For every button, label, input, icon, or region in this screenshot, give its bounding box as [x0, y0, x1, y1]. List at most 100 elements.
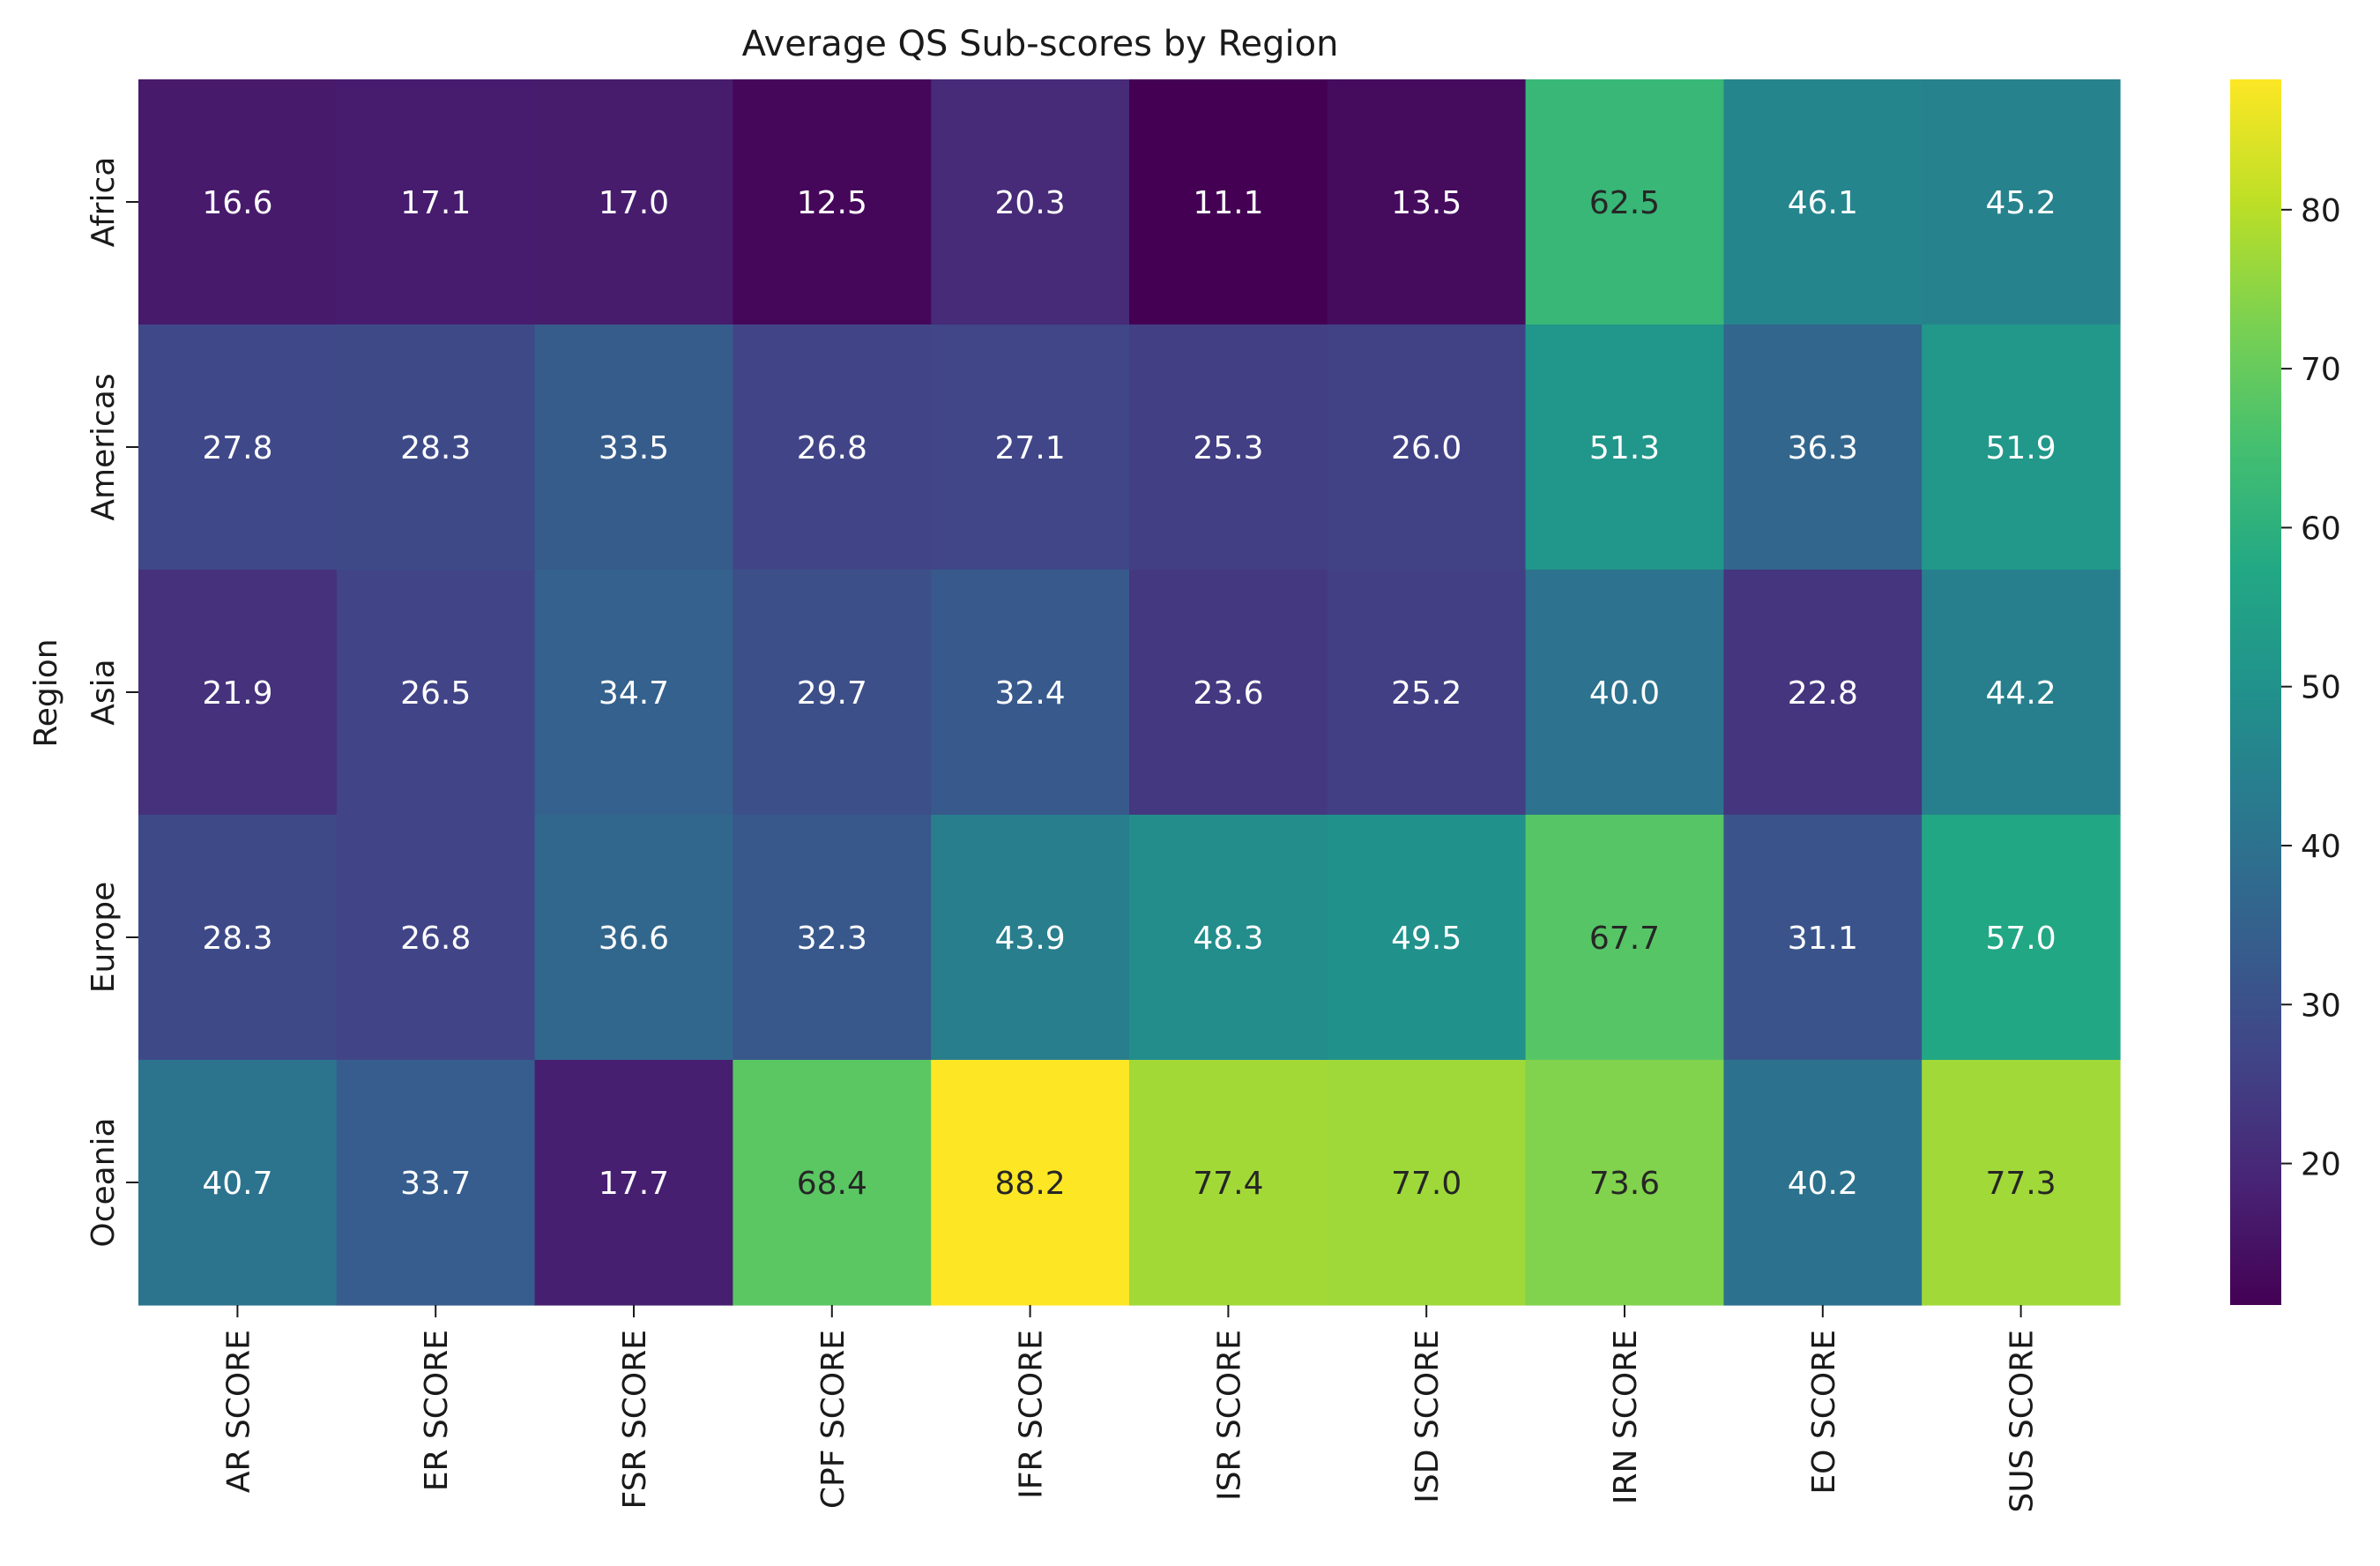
x-tick-label: IFR SCORE [1014, 1330, 1050, 1499]
cell-value-label: 28.3 [400, 430, 471, 466]
cell-value-label: 22.8 [1788, 675, 1858, 712]
cell-value-label: 44.2 [1986, 675, 2056, 712]
heatmap-cell-americas-ifr-score [931, 324, 1130, 570]
y-tick-label: Americas [86, 373, 122, 520]
colorbar: 20 30 40 50 60 70 80 [2230, 79, 2341, 1305]
cell-value-label: 88.2 [995, 1166, 1066, 1202]
heatmap-cell-oceania-isd-score [1327, 1060, 1527, 1306]
x-axis: AR SCORE ER SCORE FSR SCORE CPF SCORE IFR SC… [220, 1305, 2041, 1513]
cell-value-label: 77.4 [1193, 1166, 1263, 1202]
colorbar-gradient [2230, 79, 2281, 1305]
heatmap-cell-europe-ar-score [138, 815, 338, 1061]
heatmap-cell-europe-cpf-score [733, 815, 932, 1061]
x-tick-label: SUS SCORE [2004, 1330, 2041, 1513]
heatmap-cell-africa-ifr-score [931, 79, 1130, 325]
cell-value-label: 73.6 [1589, 1166, 1660, 1202]
heatmap-cell-asia-irn-score [1525, 570, 1724, 816]
heatmap-cell-oceania-er-score [336, 1060, 536, 1306]
cell-value-label: 68.4 [797, 1166, 867, 1202]
colorbar-tick-label: 50 [2301, 670, 2341, 706]
cell-value-label: 25.2 [1391, 675, 1461, 712]
heatmap-cell-americas-isd-score [1327, 324, 1527, 570]
heatmap-cell-asia-eo-score [1723, 570, 1923, 816]
heatmap-cell-africa-fsr-score [534, 79, 733, 325]
cell-value-label: 51.3 [1589, 430, 1660, 466]
cell-value-label: 32.3 [797, 921, 867, 957]
heatmap-cell-africa-isd-score [1327, 79, 1527, 325]
cell-value-label: 13.5 [1391, 185, 1461, 221]
cell-value-label: 34.7 [599, 675, 669, 712]
cell-value-label: 36.3 [1788, 430, 1858, 466]
colorbar-tick-label: 30 [2301, 988, 2341, 1024]
heatmap-cell-asia-fsr-score [534, 570, 733, 816]
heatmap-cell-americas-eo-score [1723, 324, 1923, 570]
cell-value-label: 40.7 [202, 1166, 272, 1202]
y-tick-label: Europe [86, 882, 122, 994]
cell-value-label: 27.8 [202, 430, 272, 466]
cell-value-label: 16.6 [202, 185, 272, 221]
cell-value-label: 25.3 [1193, 430, 1263, 466]
colorbar-tick-label: 80 [2301, 193, 2341, 229]
heatmap-cell-americas-isr-score [1129, 324, 1328, 570]
heatmap-cell-oceania-eo-score [1723, 1060, 1923, 1306]
heatmap-cell-asia-ar-score [138, 570, 338, 816]
cell-value-label: 11.1 [1193, 185, 1263, 221]
heatmap-cell-europe-isr-score [1129, 815, 1328, 1061]
heatmap-cell-africa-eo-score [1723, 79, 1923, 325]
cell-value-label: 23.6 [1193, 675, 1263, 712]
y-tick-label: Africa [86, 157, 122, 248]
cell-value-label: 40.2 [1788, 1166, 1858, 1202]
cell-value-label: 17.0 [599, 185, 669, 221]
cell-value-label: 67.7 [1589, 921, 1660, 957]
heatmap-cell-africa-isr-score [1129, 79, 1328, 325]
heatmap-cell-africa-irn-score [1525, 79, 1724, 325]
x-tick-label: ISD SCORE [1409, 1330, 1446, 1503]
heatmap-cell-europe-ifr-score [931, 815, 1130, 1061]
heatmap-cell-oceania-cpf-score [733, 1060, 932, 1306]
cell-value-label: 21.9 [202, 675, 272, 712]
heatmap-cell-oceania-irn-score [1525, 1060, 1724, 1306]
x-tick-label: FSR SCORE [617, 1330, 653, 1509]
cell-value-label: 33.5 [599, 430, 669, 466]
heatmap-cell-europe-irn-score [1525, 815, 1724, 1061]
cell-value-label: 40.0 [1589, 675, 1660, 712]
heatmap-cell-africa-sus-score [1922, 79, 2121, 325]
heatmap-cell-oceania-ar-score [138, 1060, 338, 1306]
y-axis: Africa Americas Asia Europe Oceania [86, 157, 138, 1248]
heatmap-cell-europe-isd-score [1327, 815, 1527, 1061]
chart-title: Average QS Sub-scores by Region [742, 24, 1339, 64]
colorbar-tick-label: 40 [2301, 829, 2341, 865]
cell-value-label: 26.5 [400, 675, 471, 712]
y-tick-label: Oceania [86, 1117, 122, 1247]
cell-value-label: 26.8 [797, 430, 867, 466]
heatmap-cell-americas-er-score [336, 324, 536, 570]
heatmap-cell-africa-er-score [336, 79, 536, 325]
cell-value-label: 48.3 [1193, 921, 1263, 957]
heatmap-cell-asia-sus-score [1922, 570, 2121, 816]
heatmap-cell-africa-ar-score [138, 79, 338, 325]
colorbar-tick-label: 20 [2301, 1147, 2341, 1183]
x-tick-label: AR SCORE [220, 1330, 257, 1493]
heatmap-cell-americas-fsr-score [534, 324, 733, 570]
heatmap-cell-oceania-ifr-score [931, 1060, 1130, 1306]
heatmap-cell-europe-eo-score [1723, 815, 1923, 1061]
heatmap-cell-oceania-fsr-score [534, 1060, 733, 1306]
cell-value-label: 36.6 [599, 921, 669, 957]
cell-value-label: 26.0 [1391, 430, 1461, 466]
heatmap-cell-asia-cpf-score [733, 570, 932, 816]
heatmap-cell-oceania-isr-score [1129, 1060, 1328, 1306]
heatmap-cell-asia-isd-score [1327, 570, 1527, 816]
cell-value-label: 77.3 [1986, 1166, 2056, 1202]
heatmap-cell-asia-ifr-score [931, 570, 1130, 816]
x-tick-label: ER SCORE [419, 1330, 455, 1491]
y-axis-label: Region [28, 638, 64, 747]
cell-value-label: 62.5 [1589, 185, 1660, 221]
cell-value-label: 29.7 [797, 675, 867, 712]
heatmap-cell-oceania-sus-score [1922, 1060, 2121, 1306]
heatmap-cell-americas-cpf-score [733, 324, 932, 570]
cell-value-label: 45.2 [1986, 185, 2056, 221]
cell-value-label: 20.3 [995, 185, 1066, 221]
cell-value-label: 31.1 [1788, 921, 1858, 957]
cell-value-label: 49.5 [1391, 921, 1461, 957]
cell-value-label: 51.9 [1986, 430, 2056, 466]
